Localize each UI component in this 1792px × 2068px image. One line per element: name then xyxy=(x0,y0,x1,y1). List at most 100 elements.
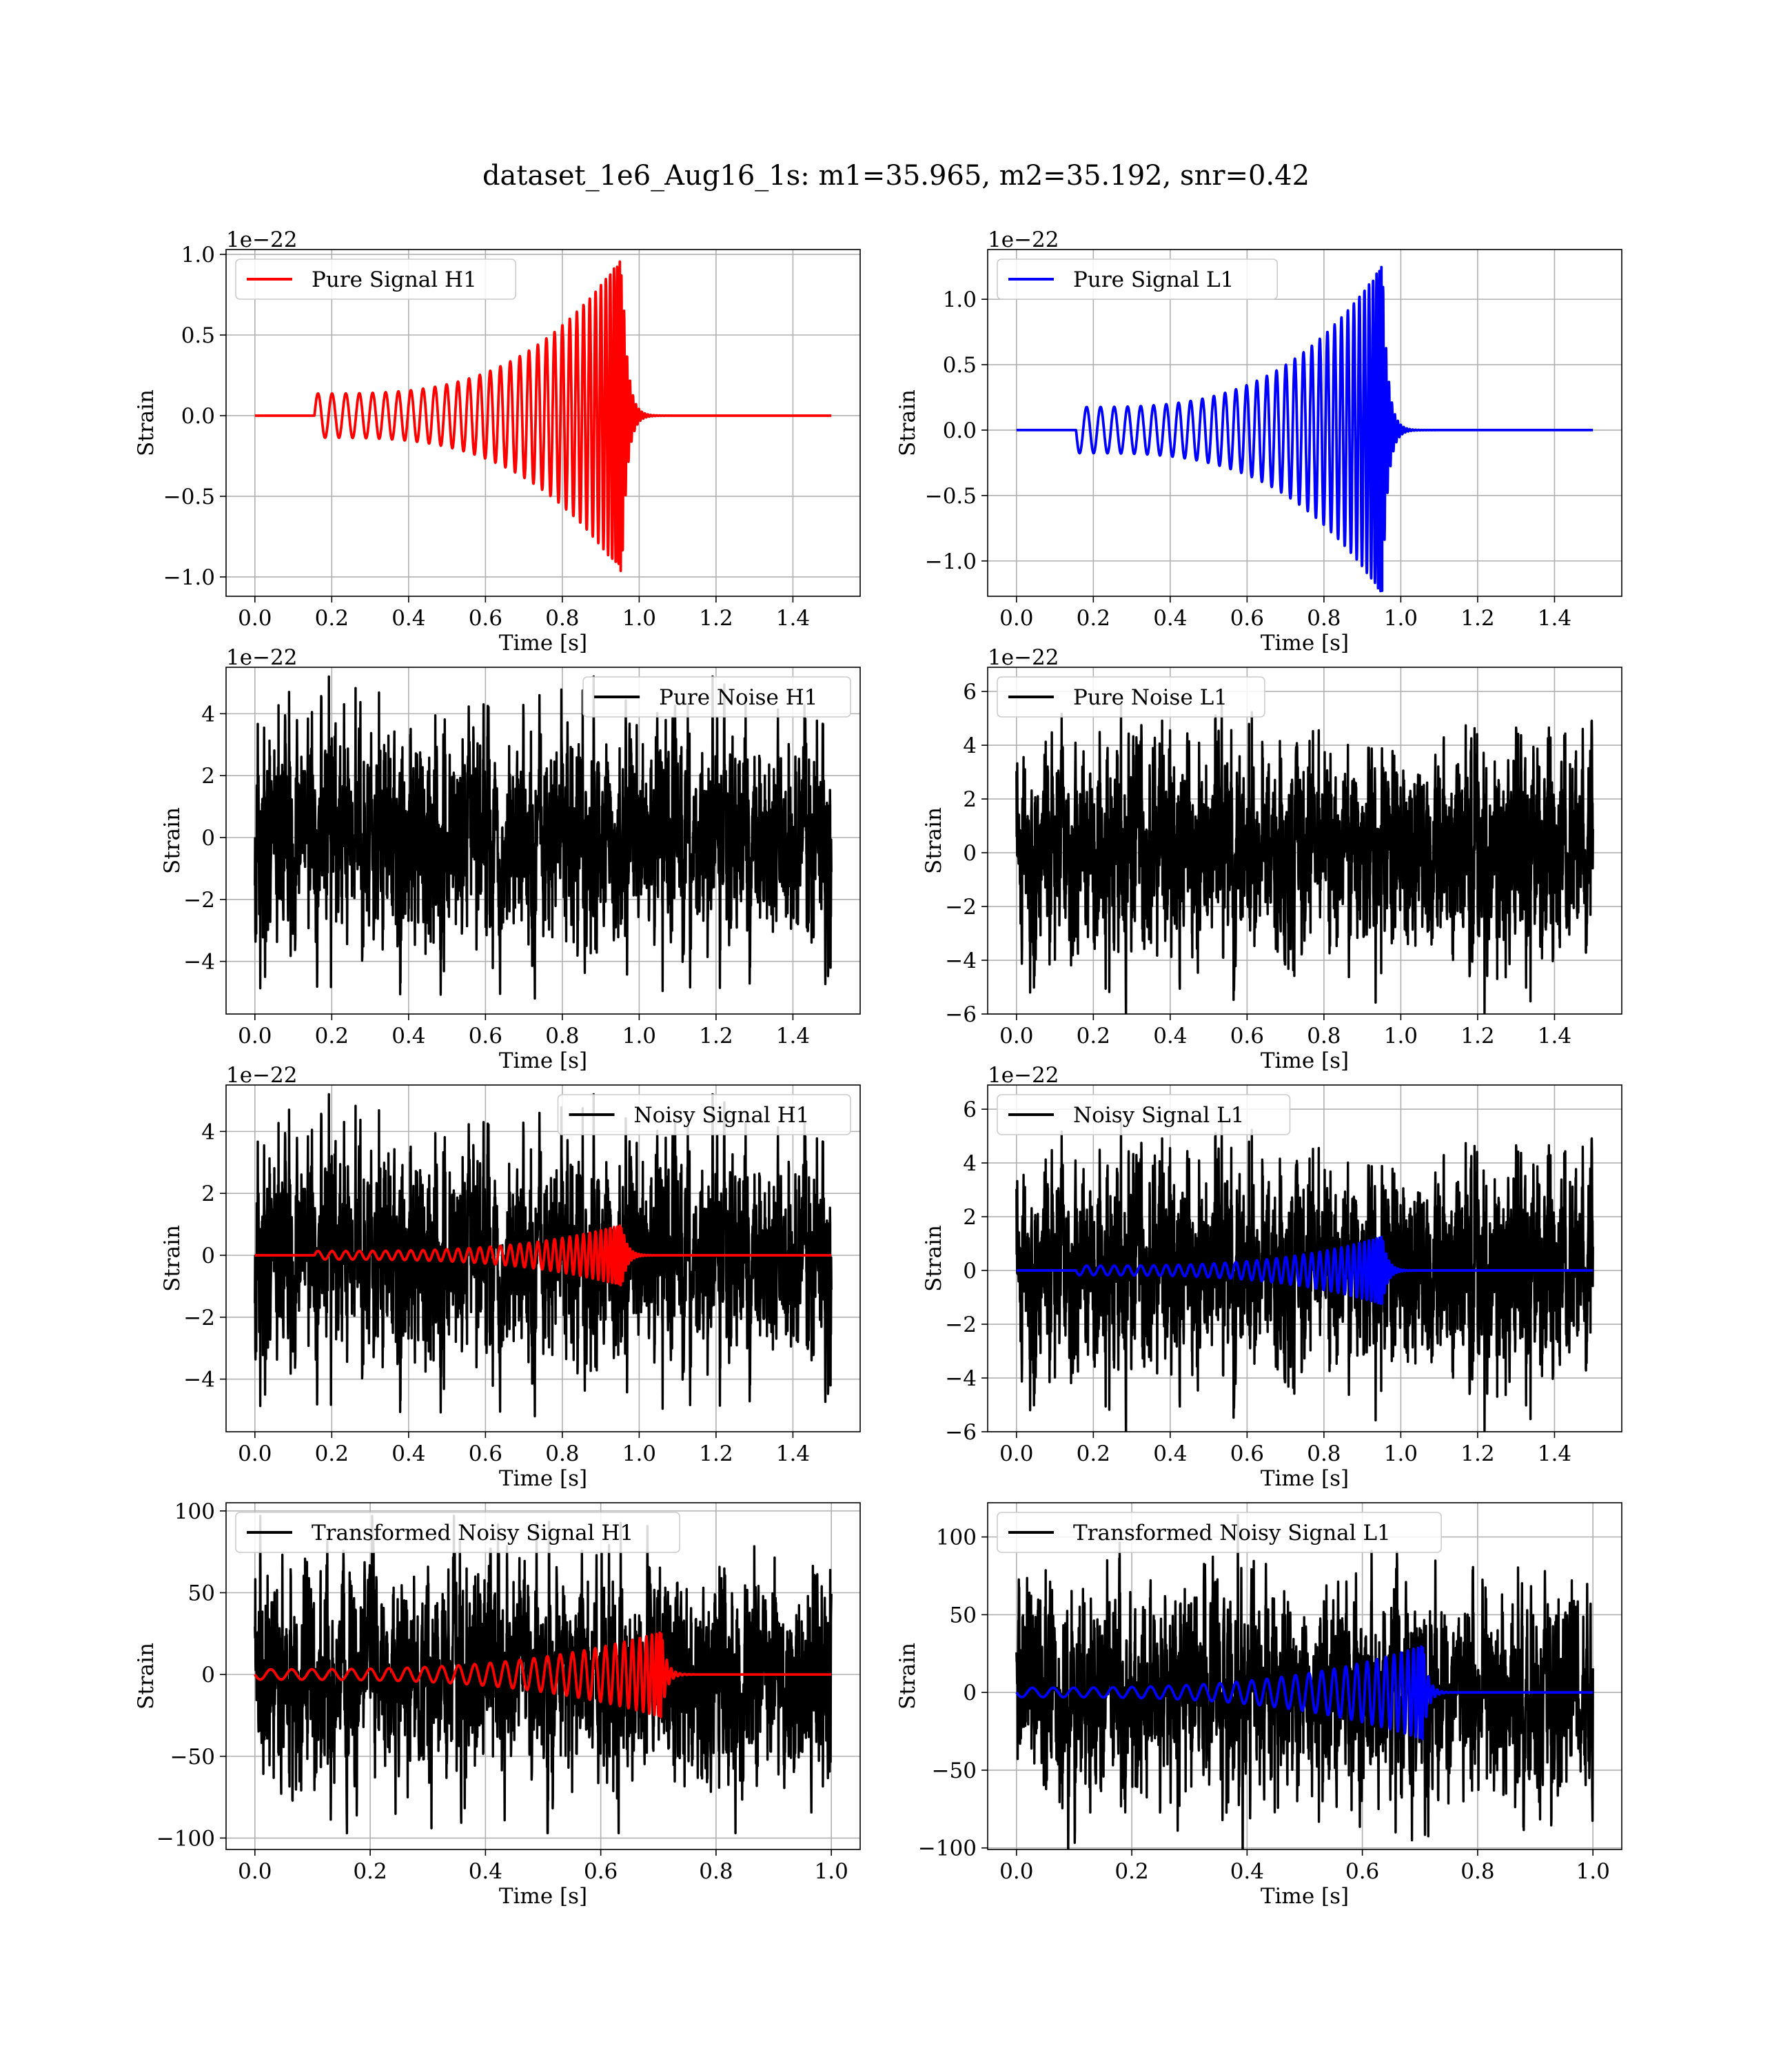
y-tick-label: 6 xyxy=(963,680,977,704)
y-tick-label: −50 xyxy=(170,1745,215,1770)
x-tick-label: 0.2 xyxy=(353,1859,387,1884)
x-tick-label: 1.2 xyxy=(699,1024,733,1048)
legend-label: Pure Noise L1 xyxy=(1073,685,1228,710)
x-tick-label: 0.0 xyxy=(999,1859,1033,1884)
x-tick-label: 0.2 xyxy=(1077,1441,1110,1466)
y-offset-label: 1e−22 xyxy=(226,1063,298,1088)
x-tick-label: 1.0 xyxy=(1384,606,1418,631)
series-line-noise xyxy=(1015,1514,1594,1849)
subplot-l1-noisy: 0.0 0.2 0.4 0.6 0.8 1.0 1.2 1.4 −6 −4 −2 0 2 4 6 Time [… xyxy=(922,1063,1622,1491)
y-tick-label: −50 xyxy=(932,1758,977,1783)
legend: Pure Noise L1 xyxy=(997,676,1265,718)
x-axis-label: Time [s] xyxy=(499,1048,587,1073)
axes-frame xyxy=(225,1084,861,1432)
y-offset-label: 1e−22 xyxy=(988,227,1059,252)
x-tick-label: 0.4 xyxy=(391,606,425,631)
y-offset-label: 1e−22 xyxy=(988,1063,1059,1088)
legend-label: Noisy Signal H1 xyxy=(634,1103,810,1128)
y-tick-label: −2 xyxy=(945,895,977,920)
x-tick-label: 0.8 xyxy=(1307,1441,1341,1466)
x-tick-label: 1.2 xyxy=(699,606,733,631)
y-tick-label: −1.0 xyxy=(925,549,977,574)
series-line-signal xyxy=(1015,1235,1594,1305)
x-tick-label: 0.0 xyxy=(999,1441,1033,1466)
x-tick-label: 1.0 xyxy=(622,1024,656,1048)
x-tick-label: 1.4 xyxy=(776,1441,810,1466)
legend-label: Transformed Noisy Signal H1 xyxy=(312,1521,633,1545)
y-tick-label: 0 xyxy=(963,1681,977,1705)
x-tick-label: 1.2 xyxy=(1460,1441,1494,1466)
y-tick-label: −4 xyxy=(183,950,215,975)
legend-box xyxy=(997,676,1265,718)
x-tick-label: 0.8 xyxy=(545,1024,579,1048)
legend-label: Noisy Signal L1 xyxy=(1073,1103,1245,1128)
subplot-h1-noise: 0.0 0.2 0.4 0.6 0.8 1.0 1.2 1.4 −4 −2 0 2 4 Time [s] S… xyxy=(160,645,861,1073)
y-tick-label: 0 xyxy=(963,841,977,866)
x-tick-label: 0.8 xyxy=(545,1441,579,1466)
x-tick-label: 1.0 xyxy=(1576,1859,1610,1884)
y-tick-label: 0 xyxy=(201,1244,215,1268)
x-axis-label: Time [s] xyxy=(1261,1884,1349,1909)
x-tick-label: 0.8 xyxy=(1460,1859,1494,1884)
y-axis-label: Strain xyxy=(922,1225,946,1292)
x-tick-label: 1.0 xyxy=(1384,1024,1418,1048)
y-tick-label: 0.0 xyxy=(181,404,215,429)
x-tick-label: 0.2 xyxy=(1114,1859,1148,1884)
legend: Transformed Noisy Signal H1 xyxy=(235,1512,680,1553)
x-tick-label: 0.4 xyxy=(1153,1441,1187,1466)
y-tick-label: 100 xyxy=(936,1525,977,1550)
x-tick-label: 0.6 xyxy=(1230,1441,1264,1466)
axes-frame xyxy=(225,249,861,597)
y-axis-label: Strain xyxy=(160,807,185,874)
series-line-noise xyxy=(254,1514,833,1834)
subplot-h1-transformed: 0.0 0.2 0.4 0.6 0.8 1.0 −100 −50 0 50 100 Time [s] S… xyxy=(134,1499,861,1909)
y-axis-label: Strain xyxy=(160,1225,185,1292)
y-offset-label: 1e−22 xyxy=(226,645,298,670)
legend: Noisy Signal L1 xyxy=(997,1094,1291,1135)
x-axis-label: Time [s] xyxy=(1261,1048,1349,1073)
series-line-signal xyxy=(254,1631,833,1719)
y-tick-label: 2 xyxy=(201,1182,215,1206)
legend-box xyxy=(582,676,851,718)
legend: Pure Signal L1 xyxy=(997,258,1279,300)
legend-box xyxy=(997,258,1279,300)
subplot-h1-signal: 0.0 0.2 0.4 0.6 0.8 1.0 1.2 1.4 −1.0 −0.5 0.0 0.5 1.… xyxy=(134,227,861,656)
y-axis-label: Strain xyxy=(895,1643,920,1710)
legend: Transformed Noisy Signal L1 xyxy=(997,1512,1442,1553)
series-line-noise xyxy=(1015,1118,1594,1432)
legend-box xyxy=(997,1094,1291,1135)
y-tick-label: −2 xyxy=(183,1306,215,1330)
x-tick-label: 0.8 xyxy=(1307,606,1341,631)
legend: Noisy Signal H1 xyxy=(557,1094,851,1135)
y-axis-label: Strain xyxy=(134,1643,159,1710)
x-tick-label: 1.4 xyxy=(1538,606,1571,631)
subplot-l1-transformed: 0.0 0.2 0.4 0.6 0.8 1.0 −100 −50 0 50 100 Time [s] S… xyxy=(895,1502,1622,1909)
x-tick-label: 1.0 xyxy=(1384,1441,1418,1466)
y-axis-label: Strain xyxy=(134,389,159,456)
figure-title: dataset_1e6_Aug16_1s: m1=35.965, m2=35.1… xyxy=(482,160,1310,192)
y-tick-label: 4 xyxy=(963,1151,977,1176)
y-tick-label: 6 xyxy=(963,1097,977,1122)
series-line-signal xyxy=(254,260,833,572)
x-tick-label: 0.8 xyxy=(545,606,579,631)
y-offset-label: 1e−22 xyxy=(226,227,298,252)
x-tick-label: 0.4 xyxy=(391,1441,425,1466)
x-tick-label: 0.4 xyxy=(1230,1859,1264,1884)
y-tick-label: −100 xyxy=(156,1826,215,1851)
legend-label: Transformed Noisy Signal L1 xyxy=(1073,1521,1391,1545)
y-tick-label: 2 xyxy=(201,764,215,789)
x-tick-label: 0.6 xyxy=(469,1024,502,1048)
y-tick-label: −4 xyxy=(945,949,977,973)
legend-label: Pure Signal H1 xyxy=(312,267,477,292)
y-tick-label: 100 xyxy=(174,1499,215,1524)
legend: Pure Noise H1 xyxy=(582,676,851,718)
x-tick-label: 0.4 xyxy=(1153,606,1187,631)
y-tick-label: −4 xyxy=(945,1366,977,1391)
y-tick-label: 0 xyxy=(201,826,215,851)
x-tick-label: 0.0 xyxy=(238,1859,272,1884)
x-tick-label: 0.6 xyxy=(1345,1859,1379,1884)
y-tick-label: −4 xyxy=(183,1368,215,1392)
x-tick-label: 0.0 xyxy=(238,1441,272,1466)
x-tick-label: 1.2 xyxy=(699,1441,733,1466)
y-tick-label: 0 xyxy=(963,1259,977,1284)
